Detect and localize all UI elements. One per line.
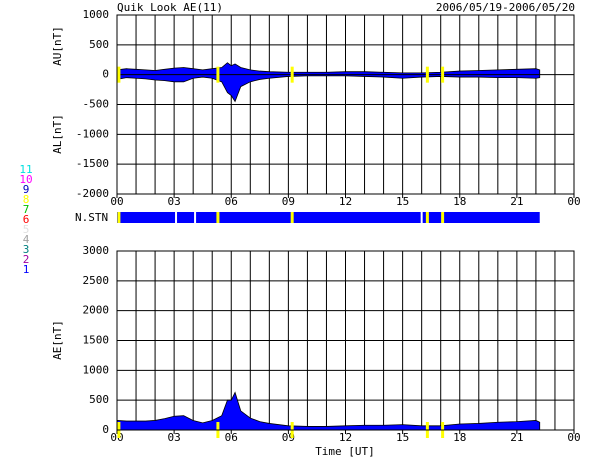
legend-entry: 7 xyxy=(23,203,30,216)
x-tick-label: 15 xyxy=(396,195,409,208)
y-tick-label: 1500 xyxy=(83,334,110,347)
x-tick-label: 03 xyxy=(168,431,181,444)
y-axis-label: AL[nT] xyxy=(51,114,64,154)
x-tick-label: 00 xyxy=(110,195,123,208)
y-axis-label: AU[nT] xyxy=(51,26,64,66)
station-marker xyxy=(117,66,121,83)
plot-frame xyxy=(116,250,575,431)
x-tick-label: 15 xyxy=(396,431,409,444)
station-marker xyxy=(290,66,294,83)
x-tick-label: 18 xyxy=(453,195,466,208)
y-axis-label: AE[nT] xyxy=(51,320,64,360)
legend-entry: 10 xyxy=(19,173,32,186)
y-tick-label: 0 xyxy=(102,68,109,81)
y-tick-label: 500 xyxy=(89,393,109,406)
station-marker xyxy=(441,212,445,223)
y-tick-label: 1000 xyxy=(83,8,110,21)
y-tick-label: -1500 xyxy=(76,157,109,170)
y-tick-label: -2000 xyxy=(76,187,109,200)
y-tick-label: -1000 xyxy=(76,127,109,140)
station-marker xyxy=(425,66,429,83)
y-tick-label: 3000 xyxy=(83,244,110,257)
area xyxy=(116,391,541,431)
station-marker xyxy=(425,212,429,223)
date-range: 2006/05/19-2006/05/20 xyxy=(436,1,575,14)
x-tick-label: 21 xyxy=(510,195,523,208)
legend-entry: 5 xyxy=(23,223,30,236)
legend-entry: 2 xyxy=(23,253,30,266)
station-marker xyxy=(441,66,445,83)
station-bar xyxy=(117,212,540,223)
station-marker xyxy=(290,212,294,223)
plot-frame xyxy=(116,14,575,195)
legend-entry: 8 xyxy=(23,193,30,206)
x-tick-label: 06 xyxy=(225,431,238,444)
legend-entry: 3 xyxy=(23,243,30,256)
area xyxy=(116,74,541,103)
y-tick-label: 2000 xyxy=(83,304,110,317)
x-axis-label: Time [UT] xyxy=(315,445,375,458)
station-gap xyxy=(194,212,197,223)
y-tick-label: 0 xyxy=(102,423,109,436)
chart-title: Quik Look AE(11) xyxy=(117,1,223,14)
x-tick-label: 03 xyxy=(168,195,181,208)
x-tick-label: 12 xyxy=(339,195,352,208)
legend-entry: 6 xyxy=(23,213,30,226)
legend-entry: 11 xyxy=(19,163,32,176)
station-gap xyxy=(420,212,423,223)
station-label: N.STN xyxy=(75,211,108,224)
x-tick-label: 06 xyxy=(225,195,238,208)
y-tick-label: -500 xyxy=(83,98,110,111)
x-tick-label: 00 xyxy=(567,431,580,444)
y-tick-label: 2500 xyxy=(83,274,110,287)
station-gap xyxy=(175,212,178,223)
x-tick-label: 21 xyxy=(510,431,523,444)
x-tick-label: 09 xyxy=(282,195,295,208)
legend-entry: 4 xyxy=(23,233,30,246)
station-marker xyxy=(216,212,220,223)
station-marker xyxy=(117,212,121,223)
x-tick-label: 00 xyxy=(110,431,123,444)
station-marker xyxy=(216,66,220,83)
x-tick-label: 12 xyxy=(339,431,352,444)
area xyxy=(116,62,541,76)
legend-entry: 1 xyxy=(23,263,30,276)
y-tick-label: 1000 xyxy=(83,363,110,376)
y-tick-label: 500 xyxy=(89,38,109,51)
x-tick-label: 00 xyxy=(567,195,580,208)
x-tick-label: 18 xyxy=(453,431,466,444)
legend-entry: 9 xyxy=(23,183,30,196)
